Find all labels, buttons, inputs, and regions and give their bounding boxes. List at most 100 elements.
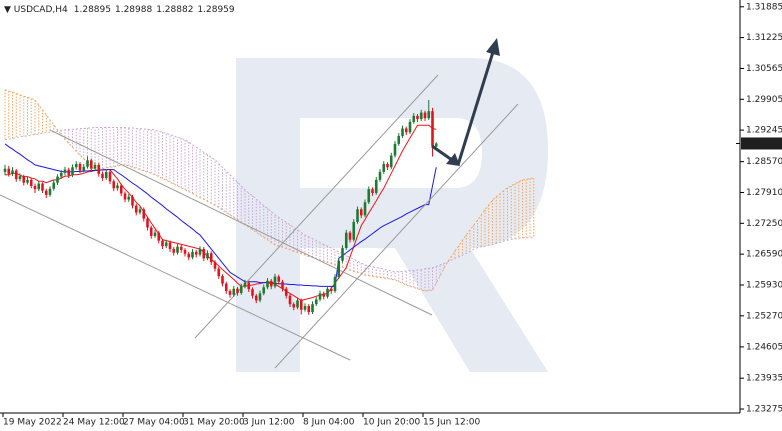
y-tick-label: 1.27250 — [746, 219, 782, 229]
channel-line — [49, 129, 433, 316]
header-close: 1.28959 — [197, 5, 234, 15]
candle-body — [359, 209, 363, 216]
candle-body — [142, 209, 146, 219]
candle-body — [408, 121, 412, 133]
candle-body — [329, 288, 333, 292]
candle-body — [284, 288, 288, 296]
y-tick-label: 1.26590 — [746, 250, 782, 260]
candle-body — [213, 262, 217, 269]
candle-body — [371, 189, 374, 193]
candle-body — [82, 166, 86, 171]
candle-body — [393, 143, 397, 156]
candle-body — [378, 171, 382, 180]
candle-body — [7, 168, 11, 174]
candle-body — [187, 253, 191, 258]
candle-body — [254, 295, 258, 301]
candle-body — [374, 179, 378, 193]
candle-body — [239, 286, 243, 293]
y-tick-label: 1.31885 — [746, 2, 782, 12]
channel-line — [274, 103, 519, 369]
candle-body — [401, 128, 404, 136]
candle-body — [179, 246, 183, 250]
candle-body — [352, 221, 356, 240]
candle-body — [71, 167, 74, 176]
candle-body — [194, 251, 198, 255]
y-tick-label: 1.23935 — [746, 374, 782, 384]
span-b-line — [4, 127, 534, 273]
candle-body — [59, 172, 63, 177]
y-tick-label: 1.30565 — [746, 64, 782, 74]
candle-body — [41, 183, 44, 191]
candle-body — [243, 282, 247, 287]
candle-body — [191, 251, 194, 258]
candle-body — [348, 232, 352, 240]
candle-body — [97, 164, 101, 174]
candle-body — [318, 293, 322, 300]
candle-body — [37, 183, 41, 190]
candle-body — [232, 288, 236, 295]
indicator-line — [5, 124, 437, 301]
x-tick-label: 8 Jun 04:00 — [303, 418, 355, 428]
cloud-layer — [4, 89, 535, 292]
candle-body — [33, 185, 37, 190]
arrow-shaft — [431, 144, 453, 162]
candle-body — [108, 171, 112, 182]
candle-body — [314, 299, 318, 305]
candle-body — [397, 135, 401, 144]
y-tick-label: 1.24605 — [746, 342, 782, 352]
candle-body — [138, 209, 142, 213]
header-low: 1.28882 — [156, 5, 193, 15]
candle-body — [221, 276, 224, 284]
candle-body — [344, 232, 348, 249]
candle-body — [172, 249, 176, 253]
y-tick-label: 1.23275 — [746, 405, 782, 415]
y-tick-label: 1.29905 — [746, 95, 782, 105]
candle-body — [93, 164, 97, 169]
candle-body — [123, 193, 127, 200]
candle-body — [386, 163, 389, 168]
arrow-head — [486, 38, 500, 56]
candle-body — [311, 304, 314, 313]
candle-body — [356, 209, 359, 222]
y-tick-label: 1.28570 — [746, 157, 782, 167]
candle-body — [131, 196, 134, 206]
candle-body — [164, 242, 168, 247]
y-tick-label: 1.25930 — [746, 280, 782, 290]
candle-body — [247, 282, 251, 290]
candle-body — [11, 170, 14, 174]
x-tick-label: 10 Jun 20:00 — [363, 418, 420, 428]
candle-body — [74, 163, 78, 168]
price-label: 1.28959 — [744, 139, 781, 149]
watermark-bowl — [300, 58, 548, 248]
candle-body — [67, 169, 71, 176]
candle-body — [427, 111, 431, 119]
candle-body — [112, 181, 116, 189]
x-tick-label: 27 May 04:00 — [123, 418, 185, 428]
candle-body — [382, 163, 386, 172]
candle-body — [206, 253, 209, 259]
symbol: USDCAD,H4 — [14, 5, 68, 15]
candle-body — [367, 189, 371, 203]
candle-body — [281, 281, 284, 289]
candle-body — [217, 268, 221, 277]
candle-body — [288, 295, 292, 305]
candle-layer — [3, 99, 438, 315]
candle-body — [224, 283, 228, 292]
candle-body — [431, 111, 434, 147]
candle-body — [3, 168, 7, 172]
candle-body — [146, 218, 149, 228]
candle-body — [273, 276, 277, 287]
candle-body — [266, 280, 269, 288]
candle-body — [337, 260, 341, 278]
candle-body — [44, 190, 48, 195]
candle-body — [29, 179, 33, 186]
candle-body — [183, 249, 187, 254]
candle-body — [22, 176, 26, 183]
candle-body — [251, 289, 254, 296]
candle-body — [78, 163, 82, 171]
x-tick-label: 3 Jun 12:00 — [243, 418, 295, 428]
candle-body — [412, 115, 416, 122]
span-a-line — [4, 89, 534, 292]
